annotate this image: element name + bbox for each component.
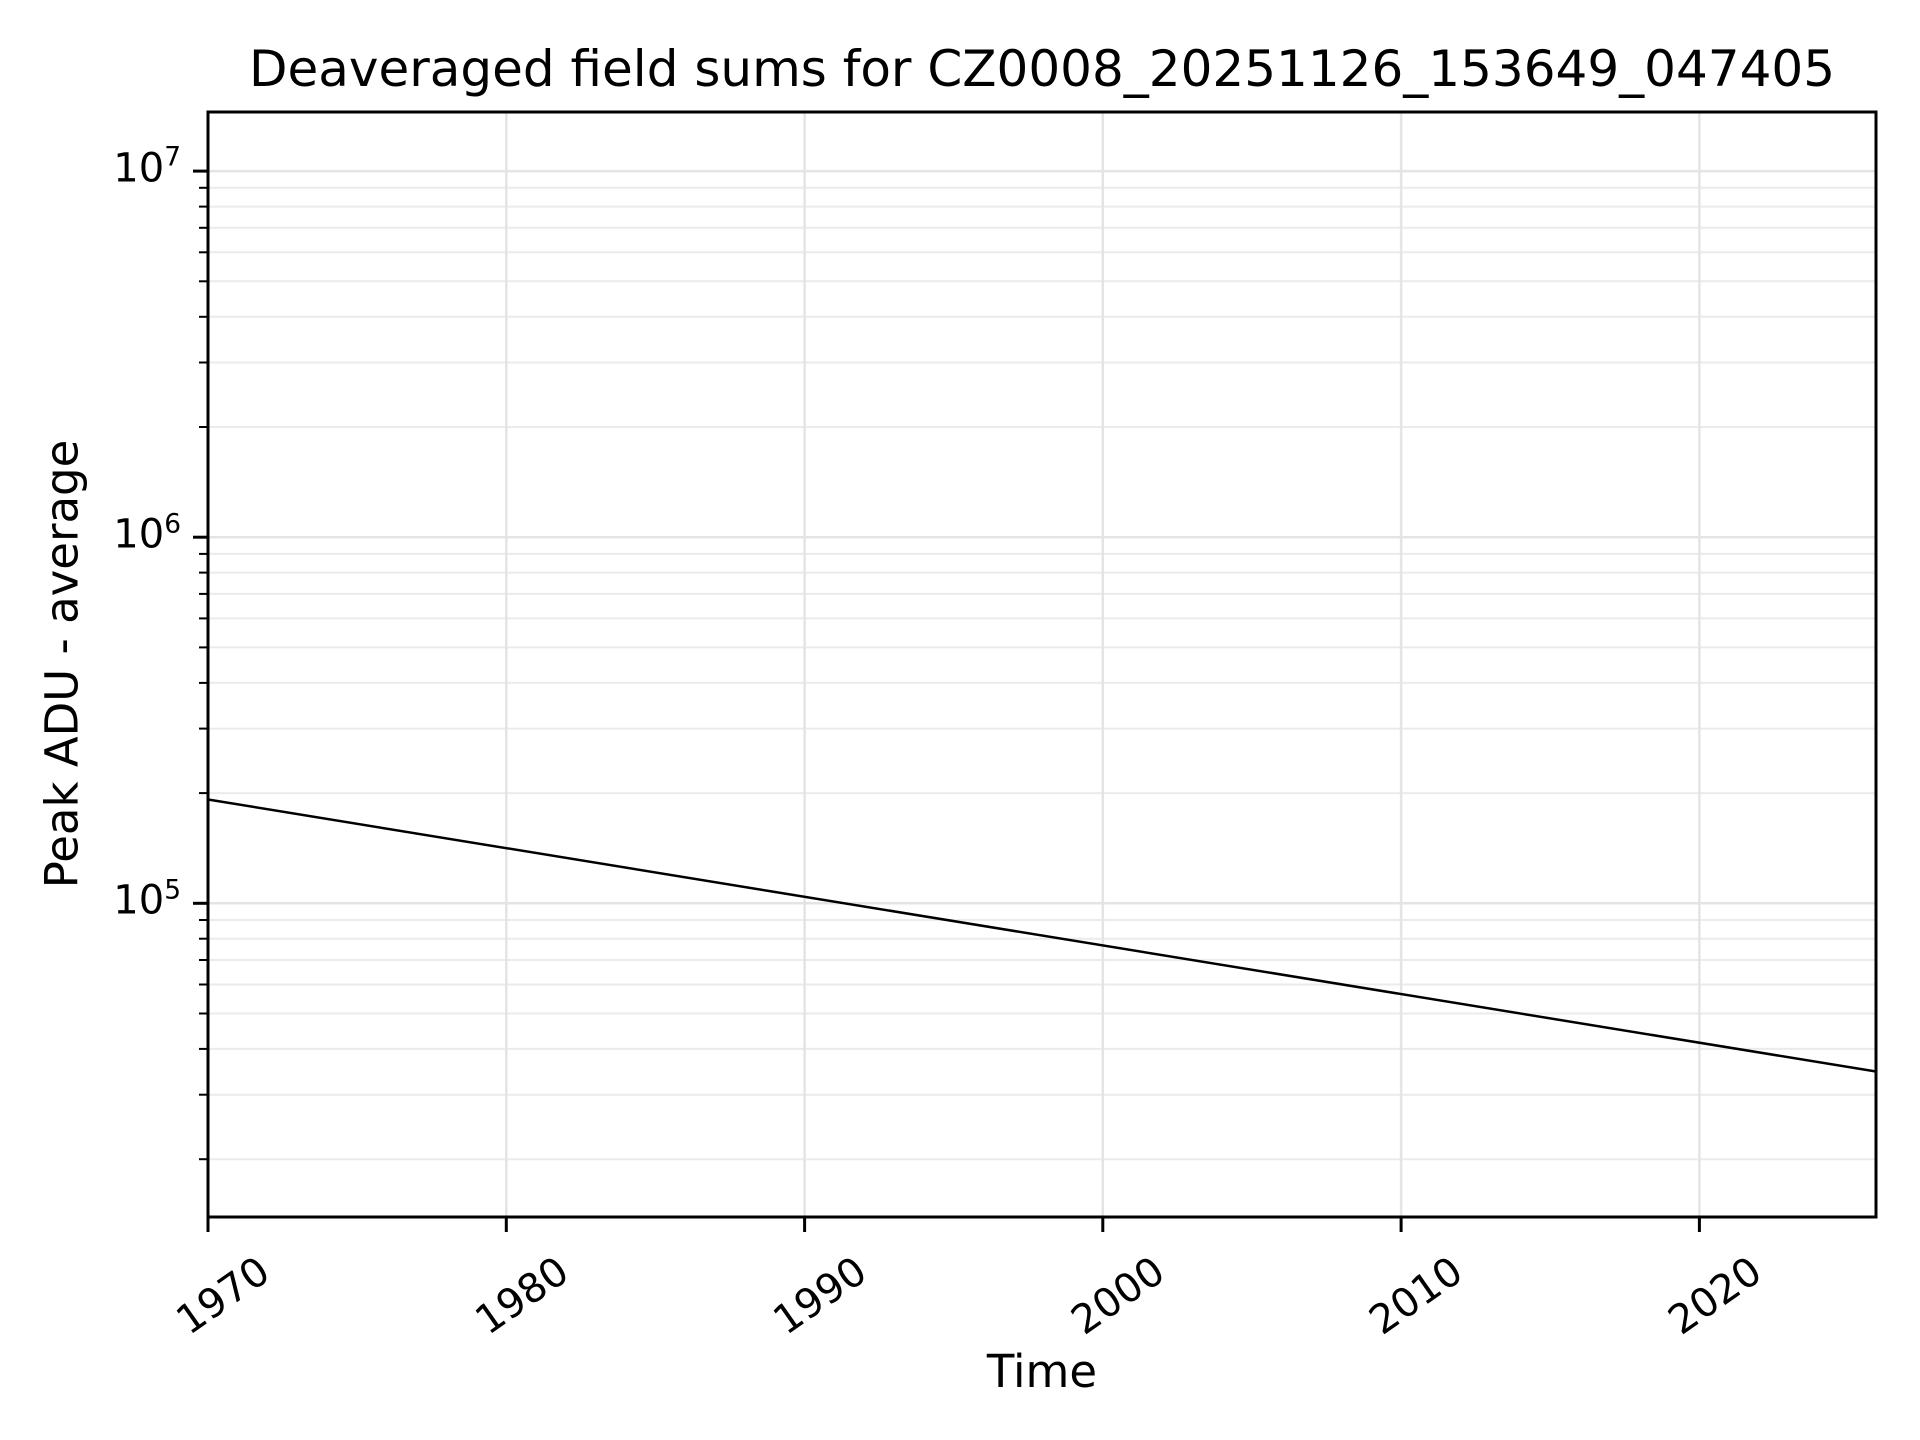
axis-spines (206, 110, 1878, 1219)
data-series (207, 798, 1877, 1073)
data-line-deaveraged-field-sum (207, 798, 1877, 1073)
chart-title: Deaveraged field sums for CZ0008_2025112… (248, 40, 1836, 98)
y-tick-label: 107 (113, 142, 181, 192)
grid-major (206, 112, 1876, 1217)
x-axis-label: Time (986, 1345, 1098, 1398)
y-tick-label: 106 (113, 508, 181, 558)
y-tick-label: 105 (113, 874, 181, 924)
axis-ticks (193, 169, 1701, 1232)
grid-minor (208, 186, 1876, 1161)
